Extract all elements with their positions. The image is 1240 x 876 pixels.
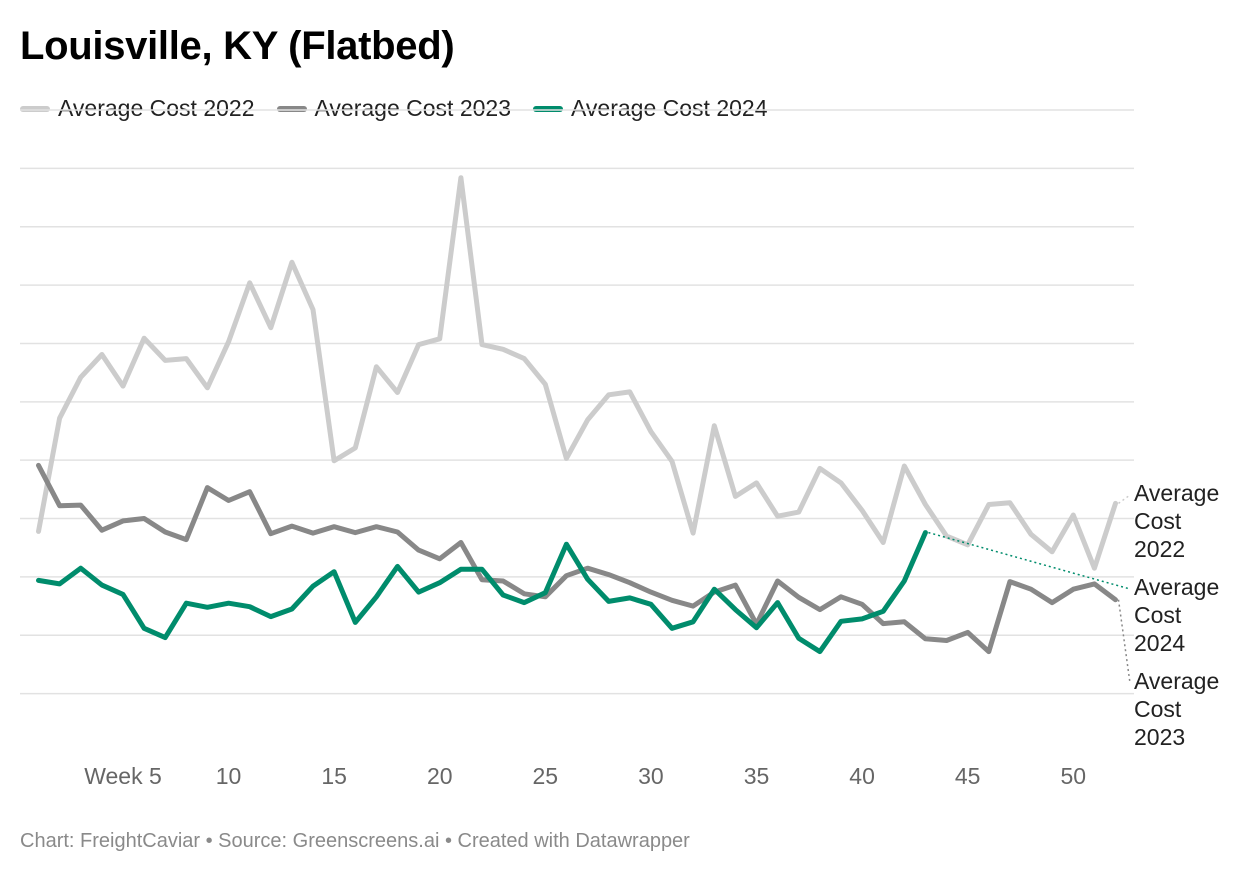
end-label-connector — [1117, 599, 1131, 684]
end-label-line: Cost — [1134, 602, 1182, 628]
end-label-line: 2024 — [1134, 630, 1185, 656]
x-tick-label: 15 — [321, 763, 347, 789]
end-label-line: Average — [1134, 574, 1219, 600]
x-tick-label: 35 — [744, 763, 770, 789]
series-line-2024 — [36, 530, 928, 655]
x-tick-label: 40 — [849, 763, 875, 789]
series-lines — [36, 175, 1118, 655]
legend: Average Cost 2022 Average Cost 2023 Aver… — [20, 95, 790, 122]
end-label-line: Cost — [1134, 696, 1182, 722]
gridlines — [20, 109, 1134, 695]
legend-swatch-2024 — [533, 105, 563, 112]
chart-footer: Chart: FreightCaviar • Source: Greenscre… — [20, 830, 690, 852]
end-label-connector — [928, 531, 1131, 590]
series-line-2022 — [36, 175, 1118, 571]
end-label-line: Cost — [1134, 508, 1182, 534]
end-label-line: 2023 — [1134, 724, 1185, 750]
end-label-line: Average — [1134, 668, 1219, 694]
end-label-connector — [1118, 494, 1131, 504]
legend-swatch-2022 — [20, 105, 50, 112]
x-tick-label: 30 — [638, 763, 664, 789]
legend-item-2024: Average Cost 2024 — [533, 95, 768, 122]
legend-label-2024: Average Cost 2024 — [571, 95, 768, 121]
x-axis: Week 5 10 15 20 25 30 35 40 45 50 — [84, 763, 1086, 789]
x-tick-label: 45 — [955, 763, 981, 789]
x-tick-label: 50 — [1060, 763, 1086, 789]
x-tick-label: 20 — [427, 763, 453, 789]
legend-label-2022: Average Cost 2022 — [58, 95, 255, 121]
end-label-line: Average — [1134, 480, 1219, 506]
chart-title: Louisville, KY (Flatbed) — [20, 24, 455, 68]
legend-item-2022: Average Cost 2022 — [20, 95, 255, 122]
legend-label-2023: Average Cost 2023 — [314, 95, 512, 121]
line-chart: Week 5 10 15 20 25 30 35 40 45 50 AverageCost2022… — [20, 109, 1219, 789]
x-tick-label: Week 5 — [84, 763, 162, 789]
x-tick-label: 25 — [533, 763, 559, 789]
legend-swatch-2023 — [276, 105, 307, 112]
series-line-2023 — [36, 462, 1118, 655]
legend-item-2023: Average Cost 2023 — [276, 95, 512, 122]
x-tick-label: 10 — [216, 763, 242, 789]
end-labels: AverageCost2022AverageCost2023AverageCos… — [928, 480, 1219, 750]
end-label-line: 2022 — [1134, 536, 1185, 562]
